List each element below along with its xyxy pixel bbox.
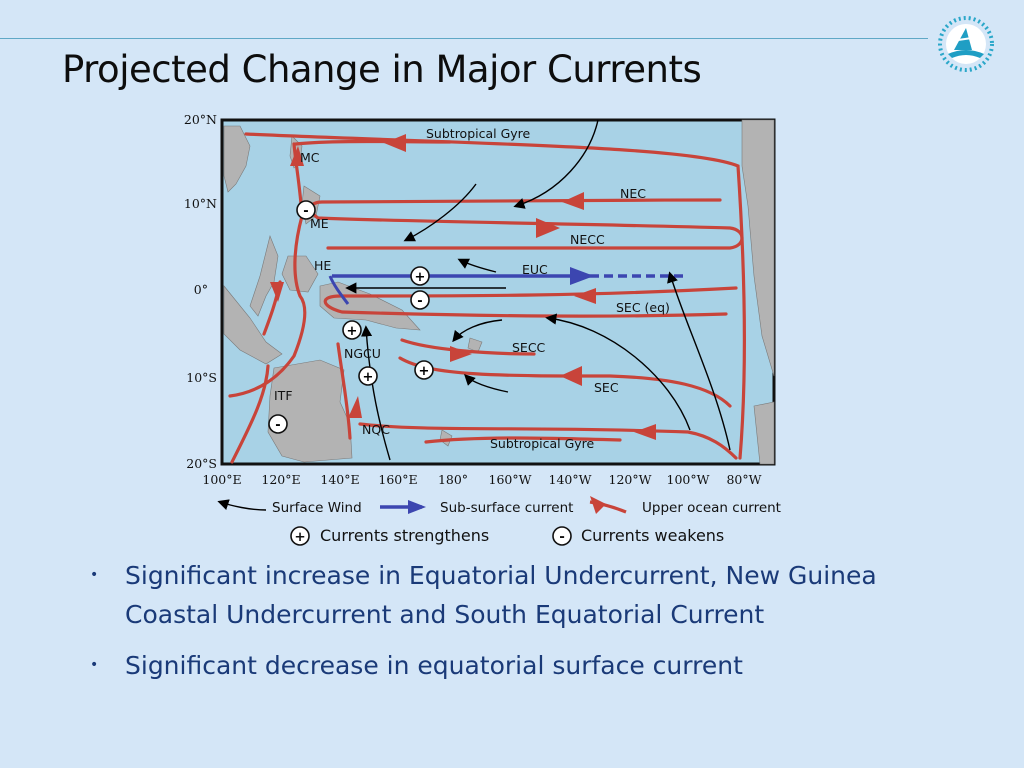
label-sec-eq: SEC (eq) <box>616 300 670 315</box>
lon-tick-140e: 140°E <box>320 472 359 487</box>
legend-wind-arrow <box>217 499 267 511</box>
lon-tick-160e: 160°E <box>378 472 417 487</box>
surface-wind-arrows <box>345 119 731 461</box>
lon-tick-120e: 120°E <box>261 472 300 487</box>
label-mc: MC <box>300 150 320 165</box>
lon-tick-140w: 140°W <box>549 472 592 487</box>
label-subtropical-gyre-north: Subtropical Gyre <box>426 126 531 141</box>
marker-plus-sec: + <box>414 360 434 380</box>
marker-plus-euc: + <box>410 266 430 286</box>
currents-diagram: Subtropical Gyre MC NEC ME NECC HE EUC S… <box>170 106 810 554</box>
upper-current-arrowheads <box>270 134 656 440</box>
lon-tick-180: 180° <box>438 472 468 487</box>
bullet-item: • Significant decrease in equatorial sur… <box>90 646 970 685</box>
header-rule <box>0 38 928 39</box>
svg-text:-: - <box>275 418 280 433</box>
svg-text:+: + <box>419 364 430 379</box>
lon-tick-100w: 100°W <box>667 472 710 487</box>
svg-text:+: + <box>363 370 374 385</box>
svg-text:+: + <box>347 324 358 339</box>
organization-logo <box>932 10 1000 78</box>
label-subtropical-gyre-south: Subtropical Gyre <box>490 436 595 451</box>
legend-plus-marker: + <box>290 526 310 546</box>
legend-minus-marker: - <box>552 526 572 546</box>
legend-surface-wind: Surface Wind <box>272 500 362 516</box>
lon-tick-80w: 80°W <box>726 472 761 487</box>
legend-subsurface-current: Sub-surface current <box>440 500 573 516</box>
marker-plus-ngcu-upper: + <box>342 320 362 340</box>
marker-minus-sec-eq: - <box>410 290 430 310</box>
label-nec: NEC <box>620 186 646 201</box>
label-secc: SECC <box>512 340 546 355</box>
bullet-dot: • <box>90 657 99 673</box>
bullet-text: Significant increase in Equatorial Under… <box>125 561 877 629</box>
lat-tick-0: 0° <box>194 282 208 297</box>
lat-tick-20n: 20°N <box>184 112 217 127</box>
svg-text:+: + <box>294 529 305 545</box>
label-ngcu: NGCU <box>344 346 381 361</box>
legend-strengthens: Currents strengthens <box>320 526 489 545</box>
legend-upper-ocean-current: Upper ocean current <box>642 500 781 516</box>
label-itf: ITF <box>274 388 293 403</box>
bullet-list: • Significant increase in Equatorial Und… <box>90 556 970 697</box>
marker-plus-ngcu-lower: + <box>358 366 378 386</box>
legend-weakens: Currents weakens <box>581 526 724 545</box>
lon-tick-100e: 100°E <box>202 472 241 487</box>
slide-title: Projected Change in Major Currents <box>62 48 702 91</box>
label-nqc: NQC <box>362 422 390 437</box>
label-he: HE <box>314 258 331 273</box>
svg-text:-: - <box>303 204 308 219</box>
label-necc: NECC <box>570 232 605 247</box>
label-sec: SEC <box>594 380 619 395</box>
marker-minus-me: - <box>296 200 316 220</box>
label-me: ME <box>310 216 329 231</box>
legend: Surface Wind Sub-surface current Upper o… <box>217 496 781 546</box>
lon-tick-160w: 160°W <box>489 472 532 487</box>
lon-tick-120w: 120°W <box>609 472 652 487</box>
change-markers: - + - + + + - <box>268 200 434 434</box>
lat-tick-10n: 10°N <box>184 196 217 211</box>
bullet-text: Significant decrease in equatorial surfa… <box>125 651 743 680</box>
svg-text:-: - <box>559 529 565 545</box>
marker-minus-itf: - <box>268 414 288 434</box>
bullet-dot: • <box>90 567 99 583</box>
lat-tick-10s: 10°S <box>186 370 217 385</box>
bullet-item: • Significant increase in Equatorial Und… <box>90 556 970 634</box>
upper-ocean-currents <box>228 132 746 464</box>
label-euc: EUC <box>522 262 548 277</box>
svg-text:+: + <box>415 270 426 285</box>
lat-tick-20s: 20°S <box>186 456 217 471</box>
svg-text:-: - <box>417 294 422 309</box>
